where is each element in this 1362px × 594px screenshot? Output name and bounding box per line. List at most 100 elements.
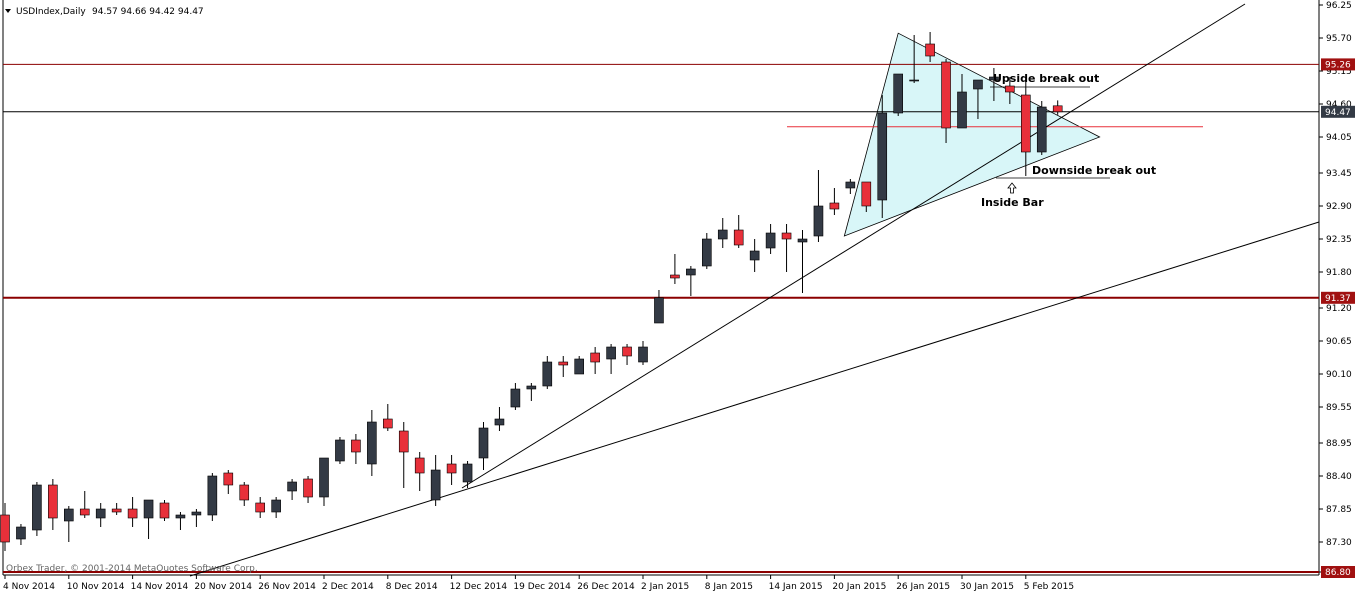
candle-body <box>590 352 600 363</box>
inside-bar-label: Inside Bar <box>981 196 1044 209</box>
price-label-box <box>1321 58 1355 71</box>
candle <box>925 32 935 62</box>
candle-body <box>510 388 521 408</box>
candle <box>303 476 313 503</box>
x-tick-label: 20 Jan 2015 <box>832 582 886 592</box>
x-tick-label: 19 Dec 2014 <box>513 582 571 592</box>
dropdown-triangle-icon[interactable] <box>5 9 11 13</box>
y-tick-label: 94.60 <box>1326 100 1352 110</box>
candle <box>159 500 170 521</box>
candle-body <box>989 76 999 81</box>
candle-body <box>111 508 122 513</box>
x-tick-label: 26 Jan 2015 <box>896 582 950 592</box>
trendline-long <box>189 221 1320 577</box>
candle <box>909 35 919 83</box>
trendline-steep <box>461 3 1246 489</box>
upside-breakout-label: Upside break out <box>993 72 1099 85</box>
candle-body <box>893 73 904 114</box>
y-tick-label: 94.05 <box>1326 133 1352 143</box>
candle-body <box>1052 105 1063 113</box>
y-tick-label: 87.30 <box>1326 538 1352 548</box>
candle <box>287 479 297 500</box>
x-tick-label: 12 Dec 2014 <box>450 582 508 592</box>
candle-body <box>351 439 361 453</box>
x-tick-label: 14 Jan 2015 <box>769 582 823 592</box>
candle-body <box>127 508 138 519</box>
candle <box>335 437 345 464</box>
candle <box>877 95 888 218</box>
candle-body <box>606 346 616 360</box>
up-arrow-icon <box>1007 182 1017 194</box>
candle-body <box>159 502 170 519</box>
candle-body <box>367 421 377 465</box>
candle-body <box>813 205 824 237</box>
price-label-box <box>1321 291 1355 304</box>
candle <box>590 347 600 374</box>
candle <box>973 79 983 119</box>
candle-body <box>1036 106 1047 153</box>
candle-body <box>446 463 457 474</box>
candle <box>654 290 664 324</box>
candle-body <box>223 472 234 486</box>
candle <box>16 524 26 545</box>
candle <box>127 497 138 527</box>
candle-body <box>845 181 856 189</box>
candle <box>558 356 569 377</box>
candle-body <box>175 514 186 519</box>
candle <box>1020 80 1031 176</box>
candle <box>733 215 744 248</box>
candle-body <box>255 502 265 513</box>
y-tick-label: 95.70 <box>1326 34 1352 44</box>
candle-body <box>941 61 951 129</box>
candle-body <box>622 346 632 357</box>
candle <box>861 181 872 212</box>
candle-body <box>0 514 10 543</box>
candle-body <box>574 358 585 375</box>
candle-body <box>686 268 696 276</box>
candle-body <box>478 427 489 459</box>
candle-body <box>398 430 409 453</box>
candle-body <box>319 457 329 498</box>
candle <box>606 344 616 374</box>
y-tick-label: 91.80 <box>1326 268 1352 278</box>
price-label-box <box>1321 105 1355 118</box>
candle <box>574 356 585 375</box>
candle <box>781 224 792 272</box>
x-tick-label: 30 Jan 2015 <box>960 582 1014 592</box>
candle-body <box>925 43 935 57</box>
x-tick-label: 26 Nov 2014 <box>258 582 316 592</box>
y-tick-label: 96.25 <box>1326 1 1352 11</box>
candle <box>638 341 648 365</box>
candle-body <box>32 484 42 531</box>
candle <box>143 499 154 539</box>
candle-body <box>909 79 919 82</box>
candle <box>526 383 537 401</box>
candle-body <box>765 232 776 249</box>
candle <box>797 230 808 293</box>
horizontal-levels <box>3 63 1319 573</box>
candle-body <box>670 274 680 279</box>
candle-body <box>287 481 297 492</box>
candles <box>0 32 1063 551</box>
candle <box>670 254 680 284</box>
y-tick-label: 91.20 <box>1326 304 1352 314</box>
candle <box>398 422 409 488</box>
ohlc-readout: 94.57 94.66 94.42 94.47 <box>92 7 204 17</box>
candle <box>367 410 377 476</box>
candle-body <box>829 202 840 210</box>
candle-body <box>207 475 218 516</box>
candle <box>622 344 632 365</box>
candle-body <box>797 238 808 243</box>
annotations: Upside break out Downside break out Insi… <box>981 72 1156 209</box>
x-tick-label: 8 Dec 2014 <box>386 582 438 592</box>
candle-body <box>542 361 553 387</box>
candle <box>1005 77 1015 104</box>
candle <box>845 179 856 194</box>
candle-body <box>414 457 425 474</box>
candle-body <box>239 484 250 501</box>
candle <box>175 512 186 530</box>
y-axis: 96.25 95.70 95.15 94.60 94.05 93.45 92.90 92.35… <box>1319 1 1355 578</box>
price-label-box <box>1321 566 1355 578</box>
candle-body <box>973 79 983 90</box>
